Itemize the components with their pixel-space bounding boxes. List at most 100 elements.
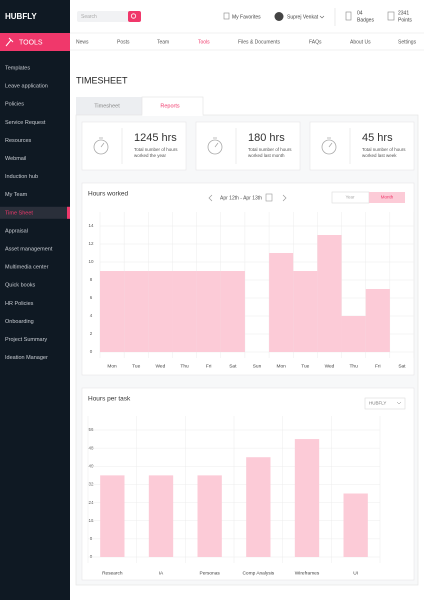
stat-description: worked the year <box>134 153 167 158</box>
calendar-icon[interactable] <box>265 193 273 202</box>
stat-description: worked last week <box>362 153 397 158</box>
nav-item[interactable]: Settings <box>398 39 417 45</box>
next-arrow[interactable] <box>282 194 287 202</box>
sidebar-active-marker <box>67 206 70 219</box>
y-tick-label: 0 <box>90 349 93 354</box>
sidebar-item[interactable]: HR Policies <box>5 301 34 307</box>
page-title: TIMESHEET <box>76 75 128 85</box>
x-tick-label: Fri <box>375 363 381 369</box>
nav-item[interactable]: Posts <box>117 39 130 45</box>
avatar[interactable] <box>274 12 284 21</box>
y-tick-label: 56 <box>88 427 94 432</box>
sidebar-item[interactable]: Induction hub <box>5 174 38 180</box>
sidebar-item[interactable]: Appraisal <box>5 228 28 234</box>
stat-card <box>81 121 187 171</box>
bar <box>365 289 390 352</box>
x-tick-label: Sun <box>253 363 262 369</box>
nav-item[interactable]: News <box>76 39 89 45</box>
logo: HUBFLY <box>5 12 37 21</box>
caret <box>319 15 325 19</box>
nav-item[interactable]: FAQs <box>309 39 322 45</box>
x-tick-label: Personas <box>200 570 221 576</box>
tab[interactable] <box>76 97 142 115</box>
favorites[interactable]: My Favorites <box>232 14 261 20</box>
sidebar-item[interactable]: My Team <box>5 192 28 198</box>
user-name[interactable]: Suprej Venkat <box>287 14 319 20</box>
bar <box>341 316 366 352</box>
sidebar-item[interactable]: Asset management <box>5 246 53 252</box>
stat-card <box>309 121 415 171</box>
x-tick-label: Thu <box>349 363 358 369</box>
sidebar-item[interactable]: Ideation Manager <box>5 355 48 361</box>
bar <box>294 439 320 557</box>
sidebar-item[interactable]: Service Request <box>5 120 46 126</box>
toggle-label: Year <box>345 195 355 200</box>
bar <box>124 271 149 352</box>
nav-item[interactable]: About Us <box>350 39 371 45</box>
stat-icon <box>321 139 337 155</box>
dropdown[interactable] <box>364 397 406 410</box>
search-placeholder: Search <box>81 14 97 20</box>
y-tick-label: 40 <box>88 463 94 468</box>
points-icon <box>387 11 395 21</box>
tab-join <box>142 114 203 116</box>
sidebar-item[interactable]: Quick books <box>5 283 36 289</box>
points-count: 2341 <box>398 10 409 16</box>
x-tick-label: Research <box>102 570 123 576</box>
stat-card <box>195 121 301 171</box>
sidebar-item[interactable]: Webmail <box>5 156 26 162</box>
section-header[interactable] <box>0 33 70 51</box>
y-tick-label: 16 <box>88 518 94 523</box>
sidebar-item[interactable]: Templates <box>5 65 30 71</box>
nav-item[interactable]: Team <box>157 39 169 45</box>
y-tick-label: 2 <box>90 331 93 336</box>
y-tick-label: 24 <box>88 500 94 505</box>
x-tick-label: Sat <box>398 363 406 369</box>
sidebar-item[interactable]: Resources <box>5 138 32 144</box>
toggle-active[interactable] <box>369 192 405 203</box>
x-tick-label: Fri <box>206 363 212 369</box>
bar <box>100 271 125 352</box>
y-tick-label: 14 <box>88 223 94 228</box>
badges-label: Badges <box>357 17 374 23</box>
stat-icon <box>207 139 223 155</box>
bar <box>100 475 125 557</box>
sidebar-item[interactable]: Leave application <box>5 84 48 90</box>
x-tick-label: Thu <box>180 363 189 369</box>
nav-item[interactable]: Tools <box>198 39 210 45</box>
y-tick-label: 32 <box>88 482 94 487</box>
y-tick-label: 6 <box>90 295 93 300</box>
bar <box>196 271 221 352</box>
points-label: Points <box>398 17 412 23</box>
sidebar-item[interactable]: Multimedia center <box>5 265 49 271</box>
sidebar-item[interactable]: Onboarding <box>5 319 34 325</box>
stat-value: 45 hrs <box>362 132 393 144</box>
search-button[interactable] <box>128 11 141 22</box>
nav-item[interactable]: Files & Documents <box>238 39 280 45</box>
section-title: TOOLS <box>19 39 43 46</box>
date-range: Apr 12th - Apr 13th <box>220 195 262 201</box>
stat-icon <box>327 137 333 148</box>
sidebar <box>0 0 70 600</box>
y-tick-label: 0 <box>90 554 93 559</box>
dropdown-label: HUBFLY <box>369 401 386 406</box>
x-tick-label: Sat <box>229 363 237 369</box>
bar <box>148 271 173 352</box>
search-box[interactable] <box>77 11 134 22</box>
sidebar-item[interactable]: Time Sheet <box>5 210 33 216</box>
x-tick-label: Wireframes <box>295 570 320 576</box>
chart-title: Hours per task <box>88 396 131 403</box>
favorites-icon <box>223 12 230 20</box>
stat-description: Total number of hours <box>362 147 406 152</box>
stat-description: Total number of hours <box>248 147 292 152</box>
x-tick-label: Tue <box>132 363 140 369</box>
x-tick-label: UI <box>353 570 358 576</box>
prev-arrow[interactable] <box>208 194 213 202</box>
sidebar-item[interactable]: Policies <box>5 102 24 108</box>
badges-count: 04 <box>357 10 363 16</box>
stat-value: 1245 hrs <box>134 132 177 144</box>
tab-label: Reports <box>160 103 180 109</box>
sidebar-item[interactable]: Project Summary <box>5 337 47 343</box>
bar <box>343 493 368 557</box>
